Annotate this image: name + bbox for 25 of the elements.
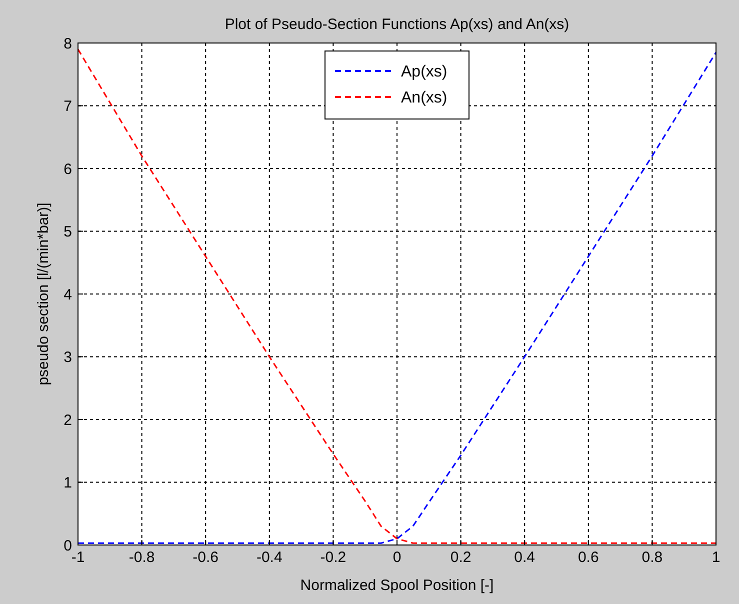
x-tick-label: 1 bbox=[712, 549, 720, 566]
x-tick-label: -0.2 bbox=[320, 549, 346, 566]
y-tick-label: 6 bbox=[64, 160, 72, 178]
x-tick-label: -0.6 bbox=[192, 549, 219, 566]
y-tick-label: 7 bbox=[64, 98, 72, 115]
legend-label: An(xs) bbox=[401, 90, 448, 107]
x-axis-title: Normalized Spool Position [-] bbox=[300, 577, 494, 594]
y-tick-label: 4 bbox=[64, 286, 72, 304]
y-tick-label: 1 bbox=[64, 474, 72, 492]
y-tick-label: 5 bbox=[64, 224, 72, 240]
y-tick-label: 2 bbox=[64, 412, 72, 429]
x-tick-label: -1 bbox=[71, 549, 85, 566]
y-tick-label: 3 bbox=[64, 349, 72, 366]
y-tick-label: 8 bbox=[64, 35, 72, 52]
y-tick-label: 0 bbox=[64, 537, 72, 554]
x-tick-label: -0.8 bbox=[128, 549, 155, 566]
chart-title: Plot of Pseudo-Section Functions Ap(xs) and An(xs) bbox=[224, 16, 570, 33]
x-tick-label: 0.8 bbox=[642, 549, 663, 566]
x-tick-label: 0.2 bbox=[450, 549, 472, 566]
x-tick-label: 0 bbox=[392, 549, 402, 566]
x-tick-label: 0.6 bbox=[578, 549, 599, 566]
y-axis-title: pseudo section [l/(min*bar)] bbox=[35, 202, 52, 386]
x-tick-label: 0.4 bbox=[514, 549, 536, 566]
legend-label: Ap(xs) bbox=[401, 64, 448, 81]
x-tick-label: -0.4 bbox=[256, 549, 282, 566]
